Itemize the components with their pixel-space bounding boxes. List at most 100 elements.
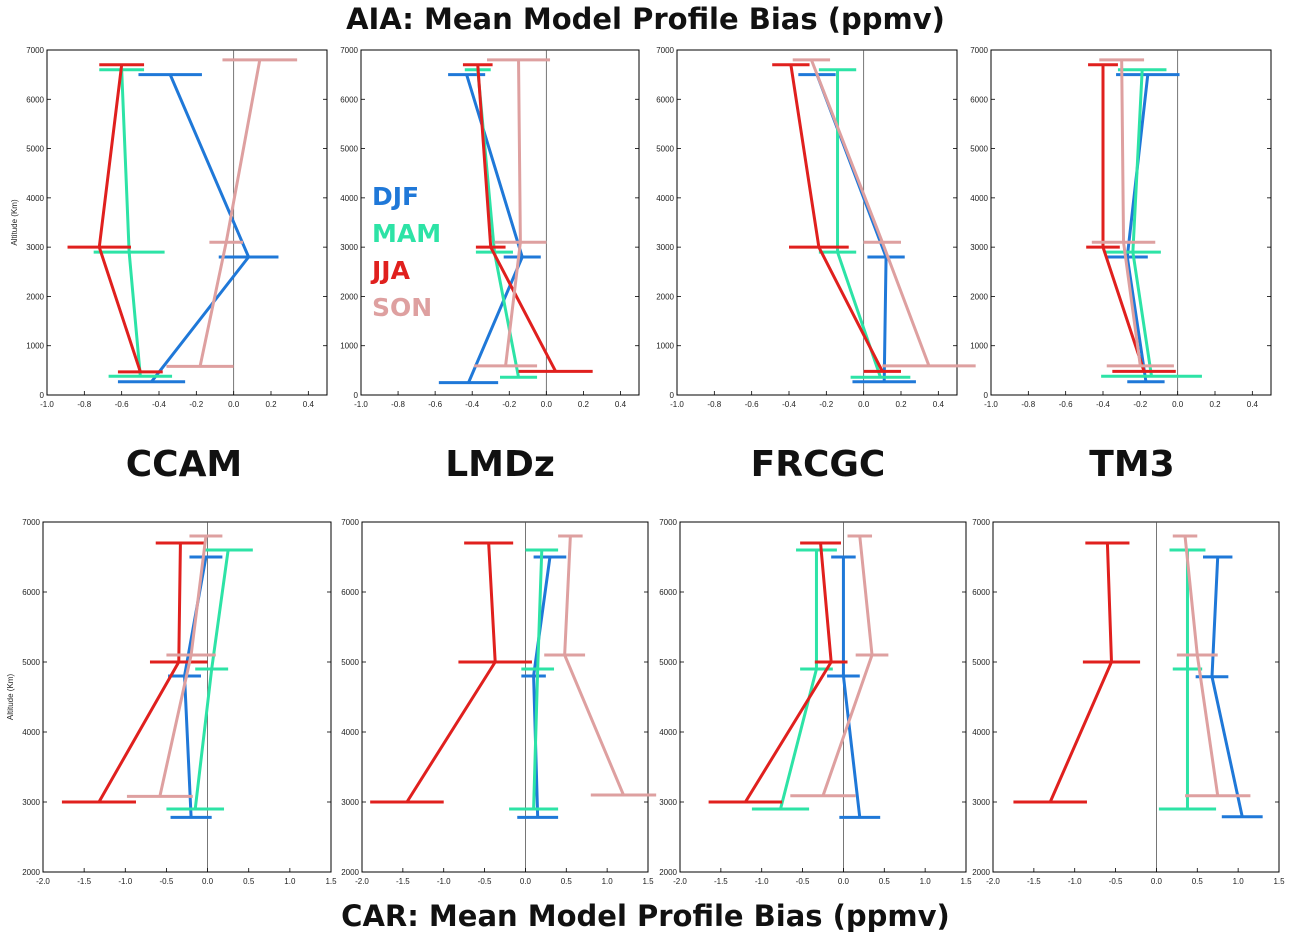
x-tick-label-aia-frcgc-0: -1.0	[670, 400, 684, 409]
x-tick-label-aia-lmdz-1: -0.8	[391, 400, 405, 409]
x-tick-label-car-frcgc-4: 0.0	[838, 877, 850, 886]
legend-item-mam: MAM	[372, 219, 442, 248]
y-tick-label-aia-lmdz-2: 2000	[340, 292, 358, 301]
y-tick-label-aia-ccam-2: 2000	[26, 292, 44, 301]
y-tick-label-car-tm3-0: 2000	[972, 868, 990, 877]
x-tick-label-car-ccam-2: -1.0	[118, 877, 132, 886]
y-axis-label-aia-ccam: Altitude (Km)	[10, 199, 19, 246]
y-tick-label-car-lmdz-0: 2000	[341, 868, 359, 877]
bottom-figure-title: CAR: Mean Model Profile Bias (ppmv)	[341, 899, 950, 933]
x-tick-label-car-lmdz-5: 0.5	[561, 877, 573, 886]
y-tick-label-car-lmdz-3: 5000	[341, 658, 359, 667]
top-figure-title: AIA: Mean Model Profile Bias (ppmv)	[346, 2, 945, 36]
x-tick-label-aia-tm3-6: 0.2	[1209, 400, 1221, 409]
y-tick-label-aia-tm3-7: 7000	[970, 46, 988, 55]
panel-frame-car-tm3	[992, 521, 1280, 873]
y-tick-label-car-ccam-5: 7000	[22, 518, 40, 527]
x-tick-label-car-ccam-3: -0.5	[160, 877, 174, 886]
y-tick-label-car-ccam-4: 6000	[22, 588, 40, 597]
y-tick-label-car-tm3-2: 4000	[972, 728, 990, 737]
x-tick-label-aia-ccam-2: -0.6	[115, 400, 129, 409]
x-tick-label-car-lmdz-0: -2.0	[355, 877, 369, 886]
y-tick-label-aia-frcgc-5: 5000	[656, 145, 674, 154]
x-tick-label-car-tm3-0: -2.0	[986, 877, 1000, 886]
y-tick-label-car-tm3-5: 7000	[972, 518, 990, 527]
y-tick-label-aia-tm3-4: 4000	[970, 194, 988, 203]
y-tick-label-aia-frcgc-0: 0	[670, 391, 675, 400]
x-tick-label-car-lmdz-4: 0.0	[520, 877, 532, 886]
y-tick-label-aia-tm3-5: 5000	[970, 145, 988, 154]
x-tick-label-car-frcgc-0: -2.0	[673, 877, 687, 886]
x-tick-label-car-tm3-3: -0.5	[1109, 877, 1123, 886]
series-line-car-frcgc-djf	[841, 557, 862, 818]
x-tick-label-aia-tm3-0: -1.0	[984, 400, 998, 409]
x-tick-label-car-tm3-4: 0.0	[1151, 877, 1163, 886]
panel-frame-aia-lmdz	[360, 49, 640, 396]
x-tick-label-aia-frcgc-2: -0.6	[745, 400, 759, 409]
y-tick-label-car-lmdz-2: 4000	[341, 728, 359, 737]
x-tick-label-car-tm3-5: 0.5	[1192, 877, 1204, 886]
x-tick-label-aia-lmdz-2: -0.6	[428, 400, 442, 409]
model-label-lmdz: LMDz	[445, 444, 555, 485]
x-tick-label-aia-ccam-7: 0.4	[303, 400, 315, 409]
y-tick-label-aia-ccam-7: 7000	[26, 46, 44, 55]
legend-item-jja: JJA	[372, 256, 410, 285]
x-tick-label-aia-frcgc-7: 0.4	[933, 400, 945, 409]
x-tick-label-car-lmdz-3: -0.5	[478, 877, 492, 886]
y-tick-label-aia-ccam-3: 3000	[26, 243, 44, 252]
y-tick-label-car-ccam-0: 2000	[22, 868, 40, 877]
model-label-ccam: CCAM	[125, 444, 243, 485]
y-tick-label-car-frcgc-2: 4000	[659, 728, 677, 737]
x-tick-label-car-ccam-7: 1.5	[325, 877, 337, 886]
series-line-car-tm3-jja	[1048, 542, 1113, 803]
panel-frame-car-lmdz	[361, 521, 649, 873]
x-tick-label-car-lmdz-2: -1.0	[437, 877, 451, 886]
legend-item-djf: DJF	[372, 182, 420, 211]
x-tick-label-car-ccam-4: 0.0	[202, 877, 214, 886]
y-tick-label-aia-ccam-5: 5000	[26, 145, 44, 154]
panel-frame-car-frcgc	[679, 521, 967, 873]
panel-frame-aia-frcgc	[676, 49, 958, 396]
y-tick-label-car-frcgc-3: 5000	[659, 658, 677, 667]
x-tick-label-car-tm3-2: -1.0	[1068, 877, 1082, 886]
y-tick-label-aia-lmdz-0: 0	[354, 391, 359, 400]
series-line-car-ccam-son	[158, 535, 208, 797]
y-tick-label-aia-frcgc-1: 1000	[656, 342, 674, 351]
x-tick-label-aia-frcgc-5: 0.0	[858, 400, 870, 409]
x-tick-label-car-frcgc-3: -0.5	[796, 877, 810, 886]
y-tick-label-aia-tm3-1: 1000	[970, 342, 988, 351]
x-tick-label-car-frcgc-5: 0.5	[879, 877, 891, 886]
panel-frame-aia-tm3	[990, 49, 1272, 396]
x-tick-label-aia-frcgc-4: -0.2	[819, 400, 833, 409]
y-tick-label-car-frcgc-4: 6000	[659, 588, 677, 597]
y-tick-label-car-ccam-3: 5000	[22, 658, 40, 667]
x-tick-label-aia-tm3-7: 0.4	[1247, 400, 1259, 409]
x-tick-label-aia-tm3-4: -0.2	[1133, 400, 1147, 409]
series-line-aia-lmdz-djf	[465, 74, 524, 384]
x-tick-label-car-ccam-1: -1.5	[77, 877, 91, 886]
y-tick-label-car-tm3-3: 5000	[972, 658, 990, 667]
series-line-car-frcgc-jja	[744, 542, 833, 803]
x-tick-label-aia-ccam-5: 0.0	[228, 400, 240, 409]
legend-item-son: SON	[372, 293, 433, 322]
y-tick-label-aia-frcgc-6: 6000	[656, 95, 674, 104]
x-tick-label-aia-frcgc-3: -0.4	[782, 400, 796, 409]
series-line-car-ccam-djf	[183, 556, 208, 818]
y-tick-label-aia-lmdz-4: 4000	[340, 194, 358, 203]
y-tick-label-aia-ccam-4: 4000	[26, 194, 44, 203]
x-tick-label-aia-lmdz-0: -1.0	[354, 400, 368, 409]
y-tick-label-aia-ccam-1: 1000	[26, 342, 44, 351]
x-tick-label-car-frcgc-1: -1.5	[714, 877, 728, 886]
series-line-car-lmdz-jja	[405, 542, 497, 803]
y-tick-label-aia-frcgc-2: 2000	[656, 292, 674, 301]
x-tick-label-aia-lmdz-4: -0.2	[502, 400, 516, 409]
series-line-car-lmdz-son	[563, 535, 625, 796]
y-tick-label-car-ccam-2: 4000	[22, 728, 40, 737]
y-tick-label-car-tm3-4: 6000	[972, 588, 990, 597]
y-tick-label-aia-ccam-0: 0	[40, 391, 45, 400]
x-tick-label-car-frcgc-7: 1.5	[960, 877, 972, 886]
y-tick-label-aia-lmdz-1: 1000	[340, 342, 358, 351]
x-tick-label-car-frcgc-2: -1.0	[755, 877, 769, 886]
x-tick-label-aia-lmdz-5: 0.0	[541, 400, 553, 409]
y-tick-label-aia-lmdz-7: 7000	[340, 46, 358, 55]
